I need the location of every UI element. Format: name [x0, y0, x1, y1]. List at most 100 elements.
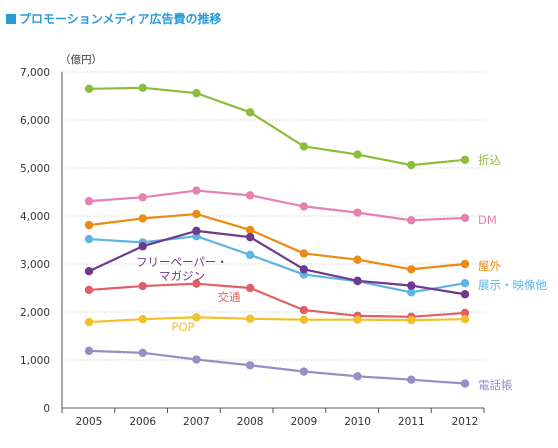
data-point: [245, 191, 255, 200]
y-tick-label: 4,000: [20, 211, 50, 223]
y-tick-label: 5,000: [20, 163, 50, 175]
data-point: [353, 255, 362, 264]
data-point: [245, 225, 255, 235]
data-point: [353, 208, 362, 217]
data-point: [353, 372, 362, 381]
data-point: [460, 213, 470, 223]
data-point: [192, 226, 201, 236]
series-label-line: マガジン: [159, 269, 205, 283]
data-point: [192, 209, 201, 219]
data-point: [84, 220, 94, 230]
y-tick-label: 0: [43, 403, 50, 415]
series-label-line: フリーペーパー・: [136, 255, 228, 269]
y-tick-label: 1,000: [20, 355, 50, 367]
series-line: [88, 235, 466, 294]
data-point: [299, 265, 309, 274]
x-tick-label: 2010: [344, 416, 371, 428]
data-point: [460, 315, 470, 324]
title-square-icon: [6, 14, 16, 24]
series-label: DM: [478, 213, 497, 227]
series-line: [88, 282, 466, 318]
series-line: [88, 86, 466, 167]
series-line: [88, 349, 466, 385]
data-point: [353, 276, 362, 285]
y-tick-labels: 0 1,000 2,000 3,000 4,000 5,000 6,000 7,000: [20, 67, 50, 415]
data-point: [84, 234, 94, 244]
data-point: [84, 196, 94, 206]
y-tick-label: 2,000: [20, 307, 50, 319]
data-point: [245, 232, 255, 242]
data-point: [245, 283, 255, 293]
data-point: [138, 281, 147, 291]
series-label: 展示・映像他: [478, 278, 547, 292]
chart-title: プロモーションメディア広告費の推移: [19, 11, 222, 26]
x-tick-label: 2006: [129, 416, 156, 428]
data-point: [460, 259, 470, 269]
series-group: [84, 83, 470, 388]
x-tick-label: 2011: [398, 416, 425, 428]
series-label: 折込: [478, 153, 501, 167]
data-point: [407, 375, 416, 384]
data-point: [138, 214, 147, 223]
series-label: 屋外: [478, 259, 501, 273]
data-point: [84, 267, 94, 276]
y-tick-label: 7,000: [20, 67, 50, 79]
x-tick-label: 2005: [76, 416, 103, 428]
data-point: [299, 202, 309, 211]
series-line: [88, 229, 466, 296]
data-point: [299, 142, 309, 151]
data-point: [353, 315, 362, 324]
data-point: [245, 314, 255, 323]
data-point: [407, 160, 416, 170]
data-point: [84, 346, 94, 356]
series-line: [88, 212, 466, 271]
series-label: POP: [172, 320, 195, 334]
data-point: [407, 265, 416, 274]
series-label: 交通: [218, 290, 241, 304]
data-point: [138, 83, 147, 93]
x-tick-label: 2012: [452, 416, 479, 428]
y-tick-label: 3,000: [20, 259, 50, 271]
data-point: [192, 313, 201, 322]
data-point: [192, 88, 201, 98]
data-point: [299, 249, 309, 258]
data-point: [138, 242, 147, 251]
data-point: [460, 155, 470, 165]
data-point: [84, 285, 94, 295]
data-point: [84, 84, 94, 94]
grid-lines: [61, 71, 484, 409]
x-tick-label: 2008: [237, 416, 264, 428]
data-point: [460, 279, 470, 288]
y-axis-label: （億円）: [60, 53, 102, 66]
x-tick-label: 2009: [290, 416, 317, 428]
data-point: [460, 308, 470, 318]
data-point: [245, 361, 255, 370]
x-tick-labels: 2005 2006 2007 2008 2009 2010 2011 2012: [61, 408, 485, 428]
data-point: [407, 281, 416, 290]
data-point: [299, 367, 309, 376]
data-point: [138, 348, 147, 357]
data-point: [245, 250, 255, 260]
y-tick-label: 6,000: [20, 115, 50, 127]
data-point: [192, 279, 201, 288]
data-point: [407, 216, 416, 225]
data-point: [192, 355, 201, 364]
series-line: [88, 316, 466, 324]
x-tick-label: 2007: [183, 416, 210, 428]
data-point: [407, 288, 416, 297]
data-point: [353, 150, 362, 159]
series-label: フリーペーパー・マガジン: [136, 255, 228, 283]
data-point: [84, 317, 94, 327]
data-point: [407, 315, 416, 325]
data-point: [299, 305, 309, 315]
data-point: [245, 108, 255, 117]
data-point: [460, 290, 470, 299]
data-point: [192, 186, 201, 195]
series-line: [88, 189, 466, 222]
data-point: [460, 379, 470, 388]
data-point: [299, 315, 309, 324]
data-point: [138, 315, 147, 324]
series-label: 電話帳: [478, 378, 513, 392]
